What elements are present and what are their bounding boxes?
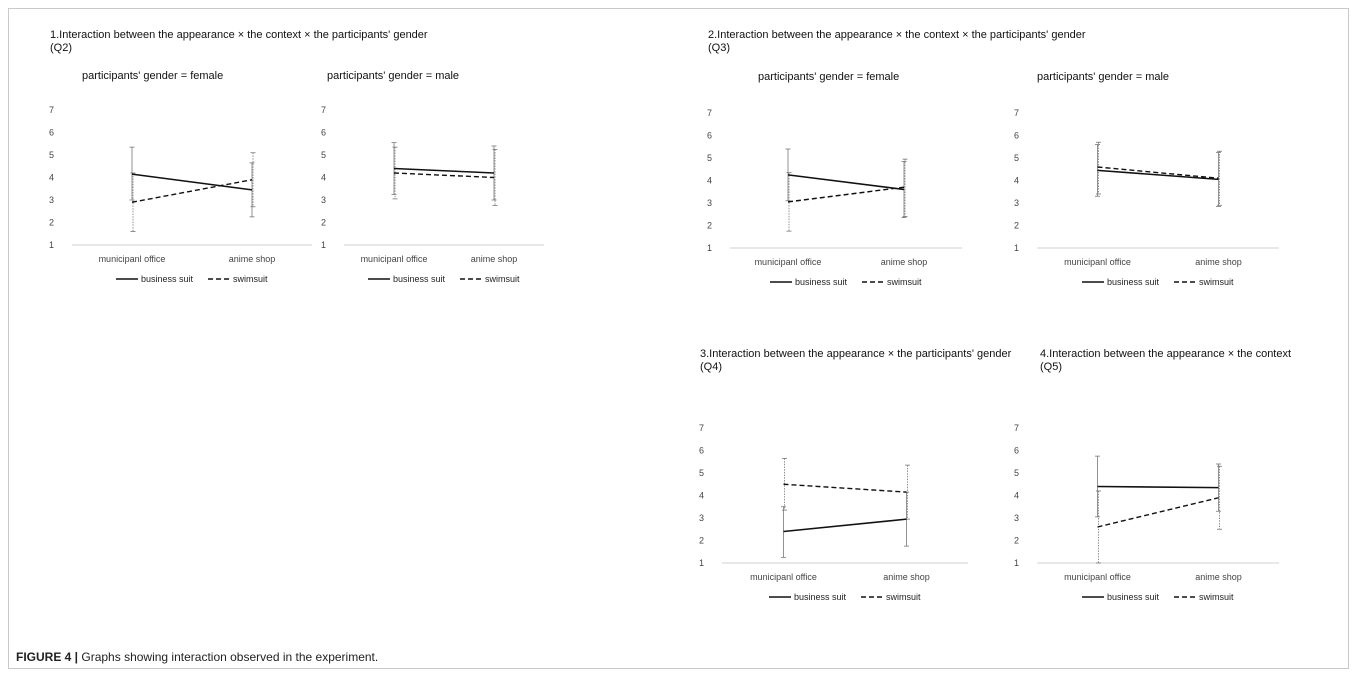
y-tick-label: 4 xyxy=(321,173,326,183)
x-category-label: anime shop xyxy=(881,257,928,267)
y-tick-label: 6 xyxy=(1014,131,1019,141)
chart-5: 1 2 3 4 5 6 7 municipanl office anime shop busine… xyxy=(699,423,968,602)
x-category-label: anime shop xyxy=(229,254,276,264)
y-tick-label: 2 xyxy=(1014,536,1019,546)
y-tick-label: 7 xyxy=(321,105,326,115)
legend-label: swimsuit xyxy=(233,274,268,284)
y-tick-label: 6 xyxy=(49,128,54,138)
y-tick-label: 4 xyxy=(707,176,712,186)
legend-label: business suit xyxy=(1107,592,1160,602)
figure-caption: FIGURE 4 | Graphs showing interaction ob… xyxy=(16,650,378,664)
x-category-label: anime shop xyxy=(883,572,930,582)
legend-label: business suit xyxy=(795,277,848,287)
y-tick-label: 7 xyxy=(1014,423,1019,433)
chart-3-title: participants' gender = female xyxy=(758,71,900,83)
legend-label: business suit xyxy=(393,274,446,284)
chart-2: 1 2 3 4 5 6 7 municipanl office anime shop busine… xyxy=(321,105,544,284)
y-tick-label: 3 xyxy=(699,513,704,523)
chart-2-title: participants' gender = male xyxy=(327,70,460,82)
panel-2-title: 2.Interaction between the appearance × t… xyxy=(708,29,1086,54)
y-tick-label: 6 xyxy=(699,446,704,456)
y-tick-label: 3 xyxy=(49,195,54,205)
legend-label: swimsuit xyxy=(1199,277,1234,287)
panel-1-title: 1.Interaction between the appearance × t… xyxy=(50,29,428,54)
series-line-business-suit xyxy=(1097,485,1219,489)
y-tick-label: 7 xyxy=(707,108,712,118)
y-tick-label: 2 xyxy=(1014,221,1019,231)
y-tick-label: 2 xyxy=(49,218,54,228)
x-category-label: anime shop xyxy=(1195,257,1242,267)
y-tick-label: 1 xyxy=(1014,558,1019,568)
y-tick-label: 7 xyxy=(1014,108,1019,118)
x-category-label: municipanl office xyxy=(750,572,817,582)
series-line-business-suit xyxy=(783,518,907,533)
y-tick-label: 3 xyxy=(707,198,712,208)
y-tick-label: 1 xyxy=(321,240,326,250)
y-tick-label: 6 xyxy=(707,131,712,141)
y-tick-label: 6 xyxy=(1014,446,1019,456)
y-tick-label: 1 xyxy=(49,240,54,250)
figure-caption-label: FIGURE 4 | xyxy=(16,650,79,664)
series-line-business-suit xyxy=(1097,169,1219,181)
legend-label: swimsuit xyxy=(887,277,922,287)
y-tick-label: 6 xyxy=(321,128,326,138)
x-category-label: municipanl office xyxy=(99,254,166,264)
y-tick-label: 4 xyxy=(1014,176,1019,186)
legend-label: business suit xyxy=(794,592,847,602)
panel-4-title: 4.Interaction between the appearance × t… xyxy=(1040,348,1292,373)
y-tick-label: 2 xyxy=(699,536,704,546)
chart-6: 1 2 3 4 5 6 7 municipanl office anime shop busine… xyxy=(1014,423,1279,602)
y-tick-label: 5 xyxy=(707,153,712,163)
x-category-label: municipanl office xyxy=(1064,257,1131,267)
panel-3-title: 3.Interaction between the appearance × t… xyxy=(700,348,1012,373)
legend-label: swimsuit xyxy=(1199,592,1234,602)
series-line-swimsuit xyxy=(787,186,905,203)
y-tick-label: 5 xyxy=(1014,153,1019,163)
legend-label: swimsuit xyxy=(886,592,921,602)
y-tick-label: 1 xyxy=(1014,243,1019,253)
series-line-swimsuit xyxy=(1097,497,1219,528)
figure-caption-text: Graphs showing interaction observed in t… xyxy=(78,650,379,664)
chart-4-title: participants' gender = male xyxy=(1037,71,1170,83)
y-tick-label: 3 xyxy=(1014,513,1019,523)
y-tick-label: 5 xyxy=(1014,468,1019,478)
series-line-business-suit xyxy=(787,174,905,191)
series-line-business-suit xyxy=(393,167,495,174)
y-tick-label: 2 xyxy=(707,221,712,231)
chart-4: 1 2 3 4 5 6 7 municipanl office anime shop busine… xyxy=(1014,108,1279,287)
y-tick-label: 1 xyxy=(699,558,704,568)
x-category-label: municipanl office xyxy=(361,254,428,264)
y-tick-label: 3 xyxy=(321,195,326,205)
y-tick-label: 2 xyxy=(321,218,326,228)
y-tick-label: 1 xyxy=(707,243,712,253)
chart-3: 1 2 3 4 5 6 7 municipanl office anime shop busine… xyxy=(707,108,962,287)
y-tick-label: 7 xyxy=(49,105,54,115)
legend-label: business suit xyxy=(141,274,194,284)
series-line-swimsuit xyxy=(393,172,495,179)
y-tick-label: 3 xyxy=(1014,198,1019,208)
x-category-label: municipanl office xyxy=(755,257,822,267)
y-tick-label: 4 xyxy=(1014,491,1019,501)
legend-label: swimsuit xyxy=(485,274,520,284)
y-tick-label: 4 xyxy=(49,173,54,183)
y-tick-label: 7 xyxy=(699,423,704,433)
series-line-business-suit xyxy=(131,173,253,191)
y-tick-label: 5 xyxy=(699,468,704,478)
figure-frame xyxy=(8,8,1349,669)
y-tick-label: 5 xyxy=(49,150,54,160)
x-category-label: municipanl office xyxy=(1064,572,1131,582)
legend-label: business suit xyxy=(1107,277,1160,287)
y-tick-label: 4 xyxy=(699,491,704,501)
x-category-label: anime shop xyxy=(471,254,518,264)
chart-1-title: participants' gender = female xyxy=(82,70,224,82)
y-tick-label: 5 xyxy=(321,150,326,160)
series-line-swimsuit xyxy=(783,483,907,493)
series-line-swimsuit xyxy=(131,179,253,203)
series-line-swimsuit xyxy=(1097,166,1219,179)
chart-1: 1 2 3 4 5 6 7 municipanl office anime shop busine… xyxy=(49,105,312,284)
x-category-label: anime shop xyxy=(1195,572,1242,582)
